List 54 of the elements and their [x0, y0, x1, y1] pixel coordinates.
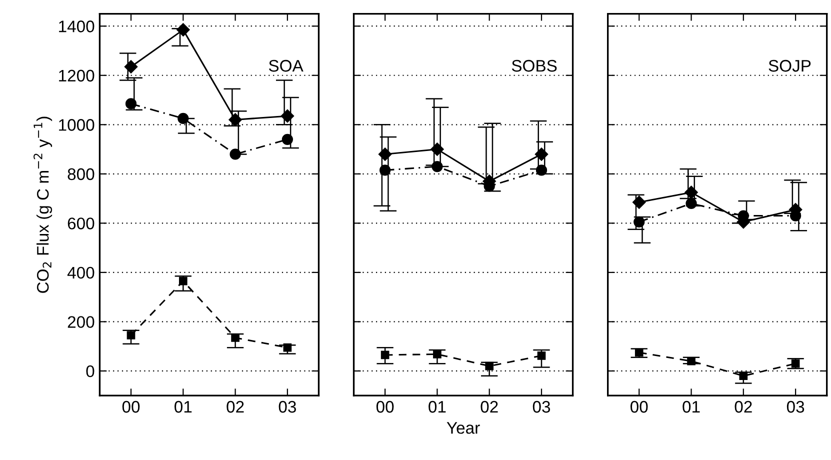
y-tick-label: 400	[67, 266, 94, 279]
point	[124, 60, 138, 74]
point	[178, 276, 188, 286]
y-tick-label: 800	[68, 168, 94, 180]
point	[430, 142, 444, 156]
point	[791, 359, 800, 368]
x-tick-label: 02	[480, 400, 498, 413]
point	[634, 216, 645, 228]
point	[282, 134, 293, 145]
x-tick-label: 01	[174, 400, 192, 413]
point	[433, 350, 442, 358]
y-tick-label: 600	[68, 218, 94, 230]
x-tick-label: 03	[532, 400, 550, 413]
point	[228, 113, 242, 126]
point	[534, 148, 548, 161]
x-tick-label: 02	[734, 400, 752, 413]
point	[537, 352, 546, 360]
x-tick-label: 03	[786, 400, 804, 413]
x-tick-label: 03	[278, 400, 296, 413]
point	[684, 186, 698, 199]
point	[432, 160, 443, 172]
point	[126, 331, 136, 340]
annotation: SOJP	[768, 60, 811, 72]
y-tick-label: 0	[86, 365, 94, 378]
point	[231, 334, 240, 342]
point	[485, 362, 494, 370]
point	[178, 112, 189, 124]
x-axis-title: Year	[446, 422, 480, 434]
point	[283, 343, 292, 352]
point	[380, 164, 391, 176]
point	[634, 348, 644, 357]
annotation: SOA	[268, 60, 304, 72]
x-tick-label: 00	[630, 400, 648, 413]
point	[176, 23, 190, 36]
y-tick-label: 1400	[59, 20, 94, 32]
point	[686, 198, 697, 210]
x-tick-label: 00	[376, 400, 394, 413]
x-tick-label: 01	[682, 400, 700, 413]
x-tick-label: 01	[428, 400, 446, 413]
point	[632, 196, 646, 209]
y-tick-label: 1000	[59, 119, 94, 131]
x-tick-label: 00	[122, 400, 140, 413]
annotation: SOBS	[512, 60, 557, 72]
point	[739, 372, 748, 380]
point	[280, 109, 294, 123]
y-tick-label: 200	[68, 316, 94, 328]
point	[125, 98, 137, 110]
y-axis-title: CO$_{2}$ Flux (g C m$^{−2}$ y$^{−1}$)	[34, 116, 52, 293]
point	[230, 148, 241, 160]
x-tick-label: 02	[226, 400, 244, 413]
point	[380, 350, 390, 360]
y-tick-label: 1200	[59, 70, 94, 82]
point	[378, 148, 392, 161]
point	[536, 164, 548, 176]
